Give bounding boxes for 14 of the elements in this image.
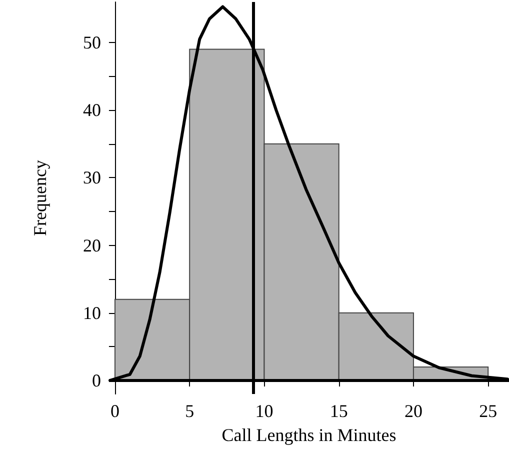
x-tick-label: 5 bbox=[185, 401, 194, 421]
x-tick-label: 15 bbox=[330, 401, 348, 421]
x-tick-label: 10 bbox=[255, 401, 274, 421]
y-axis-title: Frequency bbox=[30, 160, 50, 236]
x-tick-label: 25 bbox=[479, 401, 498, 421]
y-tick-label: 10 bbox=[83, 302, 101, 323]
y-tick-label: 30 bbox=[83, 168, 101, 188]
x-tick-label: 20 bbox=[404, 401, 422, 421]
y-tick-label: 40 bbox=[83, 100, 101, 120]
y-tick-label: 50 bbox=[83, 32, 101, 53]
x-tick-label: 0 bbox=[110, 401, 120, 421]
y-tick-label: 20 bbox=[83, 235, 101, 256]
y-tick-label: 0 bbox=[92, 370, 101, 390]
x-axis-title: Call Lengths in Minutes bbox=[222, 425, 396, 445]
